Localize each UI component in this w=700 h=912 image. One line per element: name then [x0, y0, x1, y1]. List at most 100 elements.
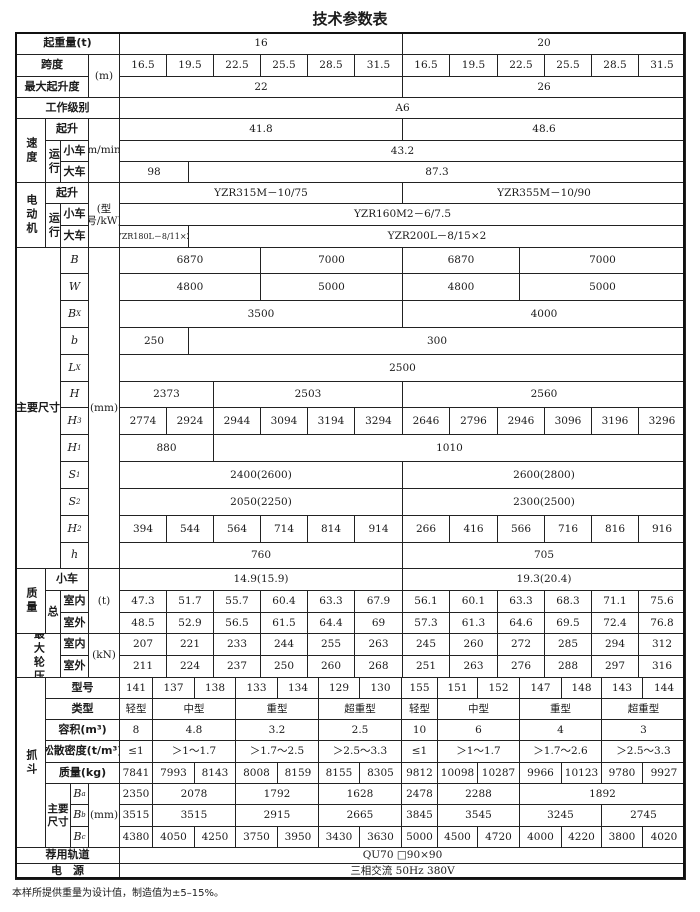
- grab-volumes-value: 2.5: [318, 719, 402, 741]
- grab-Bb-value: 2745: [601, 804, 686, 827]
- grab-weights-value: 10098: [437, 762, 478, 784]
- grab-dims-label: 主要尺寸: [45, 783, 71, 848]
- wheel-indoor-value-text: 207: [132, 638, 154, 651]
- symbol: S: [68, 494, 77, 508]
- grab-densities-value: ＞2.5～3.3: [601, 740, 686, 763]
- wheel-outdoor-value: 211: [119, 655, 167, 678]
- rail-value-text: QU70 □90×90: [362, 849, 443, 862]
- grab-models-value: 138: [194, 677, 236, 699]
- grab-Bb-value-text: 3515: [180, 809, 208, 822]
- wheel-outdoor-label-text: 室外: [63, 659, 86, 673]
- grab-weights-value-text: 8008: [243, 766, 270, 779]
- dim-value-text: 3296: [648, 414, 676, 427]
- grab-dims-unit-text: (mm): [89, 809, 119, 822]
- motor-hoist-label: 起升: [45, 182, 89, 204]
- wheel-indoor-value: 233: [213, 633, 261, 656]
- span-value-text: 31.5: [366, 59, 391, 72]
- grab-Bb-value: 3515: [152, 804, 236, 827]
- symbol-cell: h: [60, 542, 89, 569]
- dim-value-text: 716: [557, 522, 579, 535]
- grab-Ba-value-text: 1892: [589, 787, 616, 800]
- grab-densities-value: ＞1～1.7: [152, 740, 236, 763]
- wheel-indoor-value: 294: [591, 633, 639, 656]
- symbol-subscript: a: [81, 789, 86, 798]
- mass-indoor-value-text: 75.6: [650, 595, 674, 608]
- grab-weights-value-text: 9966: [527, 766, 554, 779]
- dim-value: 2400(2600): [119, 461, 403, 489]
- grab-model-label: 型号: [45, 677, 120, 699]
- wheel-indoor-value: 272: [497, 633, 545, 656]
- mass-outdoor-value-text: 64.4: [319, 616, 343, 629]
- grab-Bb-value-text: 3545: [465, 809, 492, 822]
- grab-Bc-value: 4720: [477, 826, 520, 848]
- speed-unit: (m/min): [88, 118, 120, 183]
- grab-densities-value-text: ＞2.5～3.3: [616, 745, 671, 758]
- grab-Bb-value: 2915: [235, 804, 319, 827]
- mass-trolley-label: 小车: [45, 568, 89, 591]
- mass-outdoor-value-text: 52.9: [178, 616, 202, 629]
- span-value: 22.5: [497, 54, 545, 77]
- symbol: B: [73, 786, 82, 800]
- grab-Bb-value: 3515: [119, 804, 153, 827]
- mass-indoor-value: 67.9: [354, 590, 403, 613]
- speed-label: 速度: [15, 118, 46, 183]
- mass-outdoor-value: 56.5: [213, 612, 261, 634]
- mass-label-text: 质量: [24, 587, 38, 615]
- grab-densities-value-text: ＞1.7～2.5: [249, 745, 305, 758]
- wheel-indoor-value-text: 245: [415, 638, 437, 651]
- dim-value: 2050(2250): [119, 488, 403, 516]
- speed-crane-value-text: 98: [147, 165, 161, 178]
- dim-value-text: 416: [463, 522, 484, 535]
- mass-indoor-value: 60.4: [260, 590, 308, 613]
- grab-Bc-value: 4220: [561, 826, 602, 848]
- speed-trolley-label-text: 小车: [63, 143, 86, 157]
- span-value-text: 28.5: [319, 59, 343, 72]
- span-value: 28.5: [591, 54, 639, 77]
- grab-Bc-value-text: 3750: [243, 830, 270, 843]
- mass-indoor-value-text: 67.9: [366, 595, 391, 608]
- grab-Bb-value-text: 2665: [346, 809, 374, 822]
- grab-Bc-value: 4020: [642, 826, 686, 848]
- grab-models-value: 137: [152, 677, 195, 699]
- wheel-indoor-value-text: 312: [651, 638, 673, 651]
- grab-Bc-value-text: 4000: [527, 830, 554, 843]
- dim-value: 4000: [402, 300, 686, 328]
- dim-value: 6870: [402, 247, 520, 274]
- grab-weights-value-text: 8159: [284, 766, 312, 779]
- lift-height-value: 22: [119, 76, 403, 98]
- speed-hoist-value: 48.6: [402, 118, 686, 141]
- symbol-cell: W: [60, 273, 89, 301]
- mass-outdoor-value: 61.3: [449, 612, 498, 634]
- speed-crane-label: 大车: [60, 161, 89, 183]
- grab-Bc-value-text: 4050: [160, 830, 187, 843]
- grab-weights-value: 9812: [401, 762, 438, 784]
- dim-value: 266: [402, 515, 450, 543]
- symbol-subscript: c: [81, 832, 86, 841]
- wheel-indoor-value: 255: [307, 633, 355, 656]
- speed-hoist-value-text: 41.8: [249, 123, 273, 136]
- grab-Ba-value-text: 2350: [122, 787, 150, 800]
- grab-densities-value-text: ＞1～1.7: [456, 745, 501, 758]
- grab-Bc-value-text: 4380: [122, 830, 150, 843]
- motor-label-text: 电动机: [24, 194, 38, 236]
- grab-types-value-text: 重型: [266, 702, 288, 715]
- symbol-cell: B: [60, 247, 89, 274]
- wheel-indoor-value-text: 244: [273, 638, 295, 651]
- speed-crane-label-text: 大车: [63, 164, 86, 178]
- grab-densities-value: ＞1.7～2.6: [519, 740, 602, 763]
- mass-indoor-value: 60.1: [449, 590, 498, 613]
- span-value: 22.5: [213, 54, 261, 77]
- grab-volume-label-text: 容积(m³): [58, 722, 107, 736]
- grab-Bc-value: 4250: [194, 826, 236, 848]
- grab-density-label-text: 松散密度(t/m³): [45, 744, 120, 758]
- dim-value: 880: [119, 434, 214, 462]
- wheel-outdoor-value-text: 224: [179, 660, 201, 673]
- symbol: W: [68, 279, 81, 293]
- dim-value: 394: [119, 515, 167, 543]
- mass-indoor-label: 室内: [60, 590, 89, 613]
- symbol: H: [69, 387, 80, 401]
- grab-densities-value: ≤1: [119, 740, 153, 763]
- grab-types-value: 轻型: [119, 698, 153, 720]
